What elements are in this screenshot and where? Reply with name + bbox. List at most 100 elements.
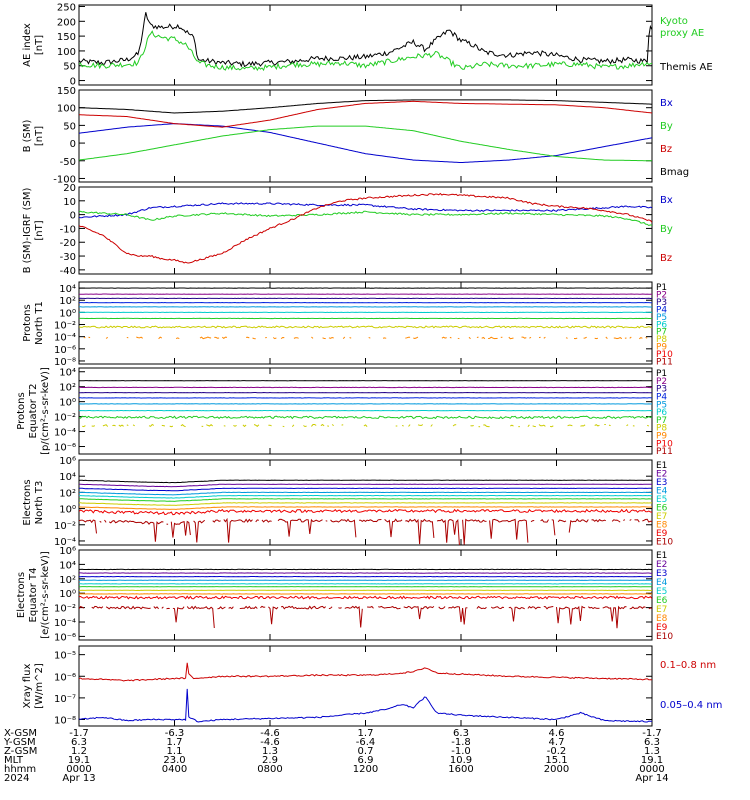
series-line-kyoto-proxy-ae xyxy=(79,30,652,72)
x-axis-tick-label: 1600 xyxy=(448,764,473,775)
y-tick-label: 10⁰ xyxy=(59,308,76,319)
legend-entry-p9: P9 xyxy=(656,432,667,442)
series-line-e9 xyxy=(79,595,652,600)
y-axis-label: [nT] xyxy=(34,126,45,146)
x-axis-row-label: 2024 xyxy=(4,773,29,784)
series-line-e2 xyxy=(79,483,652,488)
legend-entry-p2: P2 xyxy=(656,377,667,387)
legend-entry-e6: E6 xyxy=(656,596,668,606)
panel-plot-area xyxy=(79,662,652,723)
legend-entry-p7: P7 xyxy=(656,328,667,338)
series-line-0-05-0-4-nm xyxy=(79,688,652,723)
panel-protE: 10⁴ 10² 10⁰ 10⁻² 10⁻⁴ 10⁻⁶ Protons Equator T2 [p… xyxy=(16,367,673,457)
y-tick-label: 10² xyxy=(59,296,76,307)
y-tick-label: 10² xyxy=(59,383,76,394)
y-tick-label: 10⁻⁶ xyxy=(54,632,76,643)
x-axis-row-label: hhmm xyxy=(4,764,36,775)
x-axis-tick-label: 1200 xyxy=(353,764,378,775)
legend-entry-p2: P2 xyxy=(656,290,667,300)
y-tick-label: 0 xyxy=(70,211,76,222)
legend-entry-p4: P4 xyxy=(656,392,667,402)
legend-entry-p5: P5 xyxy=(656,400,667,410)
x-axis-tick-label: -1.8 xyxy=(451,737,471,748)
y-tick-label: 100 xyxy=(57,47,76,58)
legend-entry-kyoto: Kyoto xyxy=(660,16,688,27)
y-axis-label: [nT] xyxy=(34,35,45,55)
x-axis-tick-label: 0400 xyxy=(162,764,187,775)
series-line-e6 xyxy=(79,498,652,502)
panel-elecE: 10⁶ 10⁴ 10² 10⁰ 10⁻² 10⁻⁴ 10⁻⁶ Electrons Equator… xyxy=(16,546,673,643)
legend-entry-e4: E4 xyxy=(656,487,668,497)
legend-entry-by: By xyxy=(660,224,673,235)
y-tick-label: 10⁶ xyxy=(59,456,76,467)
x-axis-tick-label: 6.3 xyxy=(453,728,469,739)
series-line-by xyxy=(79,210,652,227)
legend-entry-bx: Bx xyxy=(660,195,673,206)
legend-entry-e10: E10 xyxy=(656,632,673,642)
x-axis-tick-label: 6.3 xyxy=(71,737,87,748)
panel-plot-area xyxy=(79,99,652,163)
y-tick-label: -100 xyxy=(53,174,76,185)
y-tick-label: 10⁴ xyxy=(59,368,76,379)
series-line-e9 xyxy=(79,508,652,516)
x-axis-tick-label: 2.9 xyxy=(262,755,278,766)
x-axis-tick-label: -1.0 xyxy=(451,746,471,757)
y-tick-label: 10⁰ xyxy=(59,589,76,600)
legend-entry-p8: P8 xyxy=(656,335,667,345)
y-tick-label: 10 xyxy=(63,197,76,208)
legend-entry-e1: E1 xyxy=(656,461,667,471)
x-axis-tick-label: 0000 xyxy=(639,764,664,775)
series-line-p7 xyxy=(79,415,652,420)
x-axis-tick-label: 1.7 xyxy=(358,728,374,739)
series-line-by xyxy=(79,125,652,162)
legend-entry-p8: P8 xyxy=(656,424,667,434)
legend-entry-p3: P3 xyxy=(656,298,667,308)
y-tick-label: -30 xyxy=(60,252,76,263)
panel-frame xyxy=(78,186,653,275)
y-tick-label: 100 xyxy=(57,104,76,115)
y-tick-label: 20 xyxy=(63,183,76,194)
y-tick-label: 200 xyxy=(57,17,76,28)
panel-plot-area xyxy=(79,568,652,629)
y-tick-label: 10⁻⁴ xyxy=(54,537,76,548)
legend-entry-e5: E5 xyxy=(656,495,667,505)
legend-entry-by: By xyxy=(660,121,673,132)
y-tick-label: 10⁶ xyxy=(59,546,76,557)
y-axis-label: B (SM) xyxy=(22,119,33,152)
x-axis-tick-label: 1.7 xyxy=(167,737,183,748)
legend-entry-e7: E7 xyxy=(656,605,667,615)
x-axis-row-label: MLT xyxy=(4,755,24,766)
panel-plot-area xyxy=(79,192,652,264)
series-line-themis-ae xyxy=(79,12,652,68)
legend-entry-e3: E3 xyxy=(656,478,667,488)
legend-entry-e7: E7 xyxy=(656,512,667,522)
panel-bsm: 150 100 50 0 -50 -100 B (SM) [nT] Bx By Bz Bmag xyxy=(22,86,689,185)
legend-entry-xray-long: 0.1–0.8 nm xyxy=(660,660,716,671)
series-line-p9 xyxy=(83,336,648,340)
x-axis-tick-label: 1.2 xyxy=(71,746,87,757)
series-line-bx xyxy=(79,123,652,163)
legend-entry-p5: P5 xyxy=(656,313,667,323)
panel-frame xyxy=(78,549,653,641)
x-axis-tick-label: 4.7 xyxy=(549,737,565,748)
x-axis-tick-label: 4.6 xyxy=(549,728,565,739)
legend-entry-e8: E8 xyxy=(656,521,668,531)
y-tick-label: 10⁻⁶ xyxy=(54,672,76,683)
legend-entry-e9: E9 xyxy=(656,529,668,539)
legend-entry-p7: P7 xyxy=(656,416,667,426)
panel-bres: 20 10 0 -10 -20 -30 -40 B (SM)-IGRF (SM) [nT] Bx B… xyxy=(22,183,673,277)
x-axis-tick-label: 2000 xyxy=(544,764,569,775)
y-axis-label: B (SM)-IGRF (SM) xyxy=(22,188,33,274)
series-line-e4 xyxy=(79,491,652,496)
y-axis-label: [W/m^2] xyxy=(34,663,45,709)
series-line-e7 xyxy=(79,502,652,506)
series-line-e8 xyxy=(79,506,652,510)
legend-entry-bz: Bz xyxy=(660,144,672,155)
legend-entry-p11: P11 xyxy=(656,447,673,457)
y-tick-label: 50 xyxy=(63,62,76,73)
x-axis-tick-label: 6.3 xyxy=(644,737,660,748)
x-axis-tick-label: -4.6 xyxy=(260,728,280,739)
x-axis-tick-label: 15.1 xyxy=(545,755,567,766)
